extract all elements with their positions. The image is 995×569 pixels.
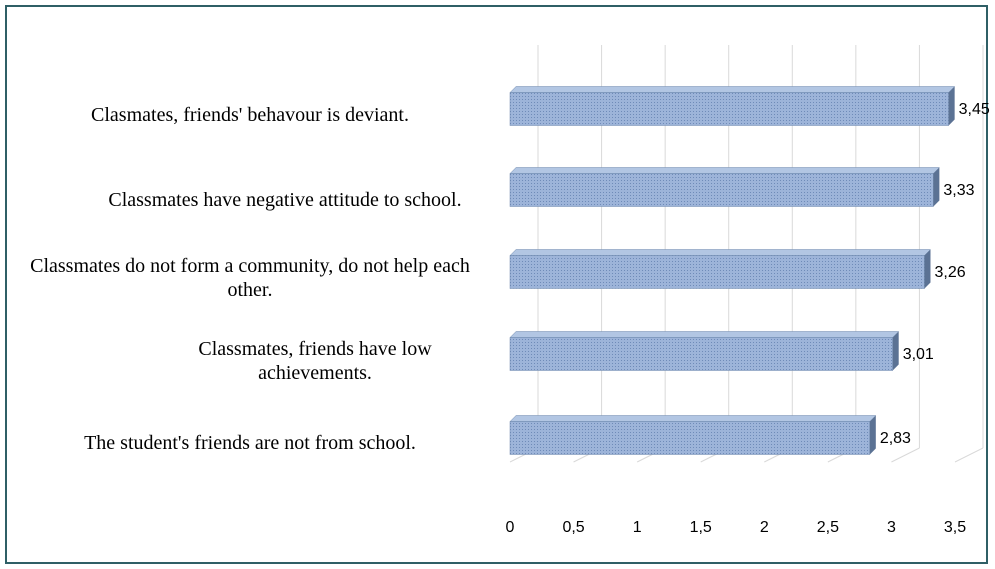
category-label: Classmates, friends have low achievement… [198,338,432,384]
bar-top [509,167,940,174]
x-tick-label: 0,5 [562,519,584,536]
x-tick-label: 2,5 [817,519,839,536]
x-tick-label: 0 [506,519,515,536]
data-label: 3,01 [903,346,934,363]
bar-top [509,415,877,422]
bar-top [509,331,900,338]
data-label: 2,83 [880,430,911,447]
bar [509,421,871,455]
category-label: Classmates do not form a community, do n… [30,255,470,301]
bar-side [869,415,876,455]
category-label: Clasmates, friends' behavour is deviant. [91,104,409,126]
data-label: 3,45 [959,101,990,118]
category-label: Classmates have negative attitude to sch… [108,189,462,211]
x-tick-label: 3,5 [944,519,966,536]
category-label: The student's friends are not from schoo… [84,432,416,454]
bar-side [892,331,899,371]
bar-side [948,86,955,126]
gridline-floor [891,447,920,463]
bar [509,173,934,207]
data-label: 3,33 [943,182,974,199]
bar-side [924,249,931,289]
bar-side [933,167,940,207]
bar [509,255,925,289]
bar-top [509,249,932,256]
x-tick-label: 2 [760,519,769,536]
gridline-floor [954,447,984,463]
bar-top [509,86,956,93]
bar [509,92,949,126]
x-tick-label: 1 [633,519,642,536]
x-tick-label: 3 [887,519,896,536]
bar [509,337,893,371]
x-tick-label: 1,5 [690,519,712,536]
data-label: 3,26 [934,264,965,281]
